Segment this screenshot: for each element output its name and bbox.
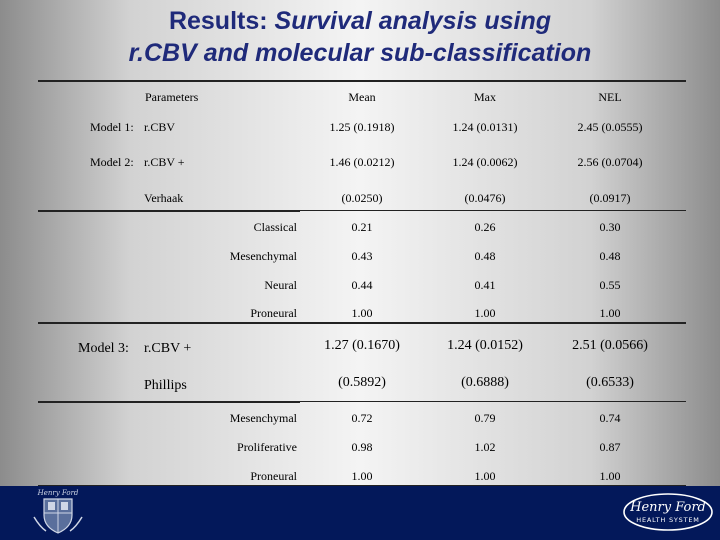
model2-row-max: 0.41 [474, 278, 496, 292]
model3-row-nel: 1.00 [599, 469, 621, 483]
title-italic: Survival analysis using [274, 7, 552, 35]
model2-row-mean: 0.43 [351, 249, 373, 263]
model3-row-label: Proneural [250, 469, 297, 483]
model2-group-max: (0.0476) [464, 191, 506, 205]
model3-row-nel: 0.87 [599, 440, 621, 454]
model2-row-nel: 0.48 [599, 249, 621, 263]
model3-group-mean: (0.5892) [338, 375, 386, 390]
model2-row-max: 0.48 [474, 249, 496, 263]
model2-row-mean: 1.00 [351, 306, 373, 320]
model3-row-max: 1.00 [474, 469, 496, 483]
model3-row-mean: 0.72 [351, 411, 373, 425]
logo-line-2: HEALTH SYSTEM [636, 516, 699, 524]
model3-group-nel: (0.6533) [586, 375, 634, 390]
model3-row-max: 1.02 [474, 440, 496, 454]
title-line-1: Results: Survival analysis using [0, 6, 720, 37]
model2-label: Model 2: [90, 155, 134, 169]
model2-row-mean: 0.44 [351, 278, 373, 292]
model1-label: Model 1: [90, 120, 134, 134]
model2-row-nel: 0.30 [599, 220, 621, 234]
model3-row-label: Proliferative [237, 440, 297, 454]
model3-nel: 2.51 (0.0566) [572, 338, 648, 353]
model3-group-label: Phillips [144, 378, 187, 393]
footer-bar [0, 486, 720, 540]
crest-logo-icon: Henry Ford [33, 489, 83, 534]
model3-row-nel: 0.74 [599, 411, 621, 425]
model1-param: r.CBV [144, 120, 176, 134]
model2-row-label: Neural [264, 278, 297, 292]
table-top-rule [38, 80, 686, 82]
model2-nel: 2.56 (0.0704) [577, 155, 643, 169]
verhaak-rule-left [38, 210, 300, 212]
verhaak-rule-right [300, 210, 686, 211]
model3-row-max: 0.79 [474, 411, 496, 425]
header-mean: Mean [348, 90, 376, 104]
header-max: Max [474, 90, 496, 104]
model2-max: 1.24 (0.0062) [452, 155, 518, 169]
model2-row-max: 0.26 [474, 220, 496, 234]
model2-row-label: Classical [253, 220, 297, 234]
henry-ford-logo-icon: Henry Ford HEALTH SYSTEM [623, 493, 713, 531]
model1-nel: 2.45 (0.0555) [577, 120, 643, 134]
model2-row-nel: 0.55 [599, 278, 621, 292]
model2-group-mean: (0.0250) [341, 191, 383, 205]
model3-group-max: (0.6888) [461, 375, 509, 390]
model3-max: 1.24 (0.0152) [447, 338, 523, 353]
model2-bottom-rule [38, 322, 686, 324]
logo-line-1: Henry Ford [629, 500, 706, 515]
crest-logo-text: Henry Ford [37, 489, 79, 497]
header-nel: NEL [598, 90, 622, 104]
title-prefix: Results: [168, 7, 275, 35]
model1-max: 1.24 (0.0131) [452, 120, 518, 134]
phillips-rule-right [300, 401, 686, 402]
model2-group-nel: (0.0917) [589, 191, 631, 205]
model1-mean: 1.25 (0.1918) [329, 120, 395, 134]
model3-row-mean: 1.00 [351, 469, 373, 483]
model2-param: r.CBV + [144, 155, 185, 169]
model3-row-mean: 0.98 [351, 440, 373, 454]
model3-label: Model 3: [78, 341, 129, 356]
model2-row-max: 1.00 [474, 306, 496, 320]
model2-row-mean: 0.21 [351, 220, 373, 234]
model3-row-label: Mesenchymal [229, 411, 297, 425]
model2-group-label: Verhaak [144, 191, 184, 205]
model2-mean: 1.46 (0.0212) [329, 155, 395, 169]
model2-row-nel: 1.00 [599, 306, 621, 320]
model3-mean: 1.27 (0.1670) [324, 338, 400, 353]
model3-param: r.CBV + [144, 341, 192, 356]
model2-row-label: Mesenchymal [229, 249, 297, 263]
model2-row-label: Proneural [250, 306, 297, 320]
phillips-rule-left [38, 401, 300, 403]
title-line-2: r.CBV and molecular sub-classification [128, 39, 592, 67]
header-parameters: Parameters [145, 90, 199, 104]
